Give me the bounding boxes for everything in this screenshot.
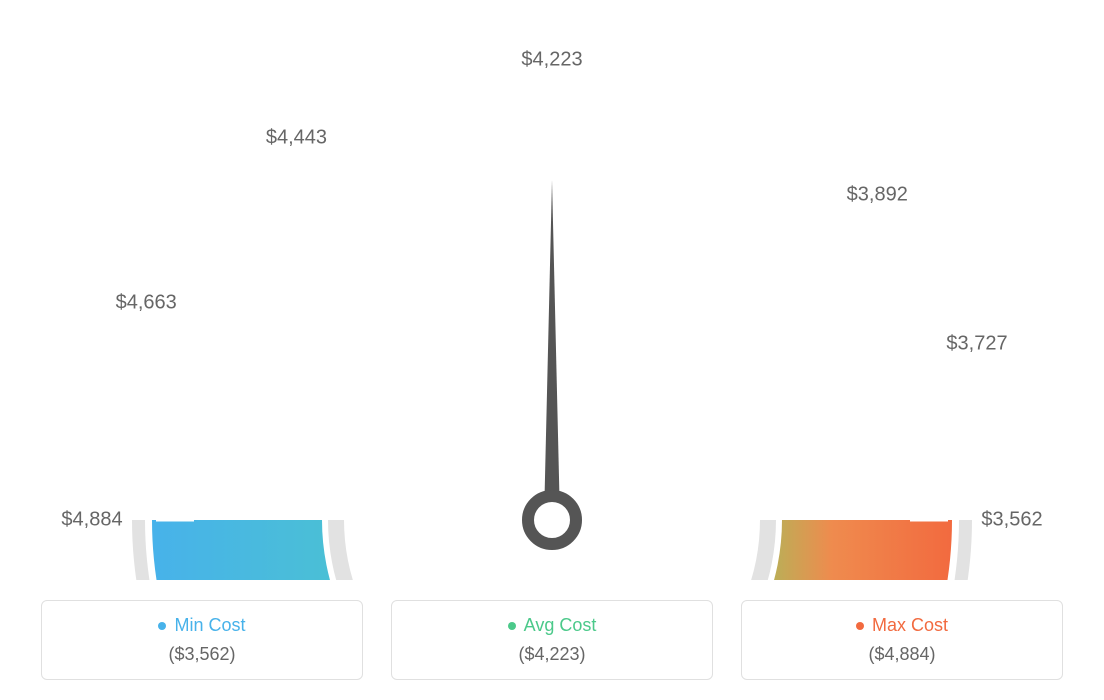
gauge-tick-minor	[238, 279, 255, 292]
gauge-tick-minor	[400, 154, 408, 174]
gauge-tick-minor	[739, 177, 750, 196]
gauge-tick-label: $3,727	[946, 332, 1007, 355]
gauge-needle-hub	[528, 496, 576, 544]
legend-card-max: Max Cost ($4,884)	[741, 600, 1063, 680]
legend-card-avg: Avg Cost ($4,223)	[391, 600, 713, 680]
gauge-tick-minor	[923, 468, 945, 471]
gauge-tick-minor	[161, 456, 183, 460]
legend-title-min-text: Min Cost	[174, 615, 245, 635]
legend-title-avg: Avg Cost	[392, 615, 712, 636]
gauge-tick-minor	[913, 418, 934, 424]
legend-value-max: ($4,884)	[742, 644, 1062, 665]
gauge-needle	[544, 180, 560, 520]
legend-dot-max	[856, 622, 864, 630]
gauge-tick-label: $4,884	[61, 509, 122, 532]
legend-dot-min	[158, 622, 166, 630]
gauge-tick-minor	[649, 137, 655, 158]
gauge-tick-minor	[849, 279, 866, 292]
gauge-tick-minor	[281, 231, 296, 247]
legend-value-avg: ($4,223)	[392, 644, 712, 665]
gauge-tick-label: $3,562	[981, 509, 1042, 532]
legend-title-max: Max Cost	[742, 615, 1062, 636]
gauge-tick-label: $4,223	[521, 49, 582, 72]
legend-card-min: Min Cost ($3,562)	[41, 600, 363, 680]
gauge-tick-label: $4,443	[266, 126, 327, 149]
legend-row: Min Cost ($3,562) Avg Cost ($4,223) Max …	[22, 600, 1082, 680]
gauge-tick-major	[203, 333, 237, 351]
gauge-tick-minor	[876, 322, 895, 333]
gauge-tick-label: $3,892	[847, 183, 908, 206]
legend-title-max-text: Max Cost	[872, 615, 948, 635]
gauge-svg	[22, 20, 1082, 580]
gauge-tick-label: $4,663	[116, 292, 177, 315]
gauge-tick-minor	[177, 393, 198, 400]
legend-title-avg-text: Avg Cost	[524, 615, 597, 635]
gauge-tick-major	[805, 240, 832, 267]
gauge-tick-minor	[475, 132, 479, 154]
gauge-tick-major	[883, 368, 918, 383]
legend-value-min: ($3,562)	[42, 644, 362, 665]
legend-title-min: Min Cost	[42, 615, 362, 636]
legend-dot-avg	[508, 622, 516, 630]
gauge-tick-major	[332, 191, 353, 223]
cost-gauge: $3,562 $3,727 $3,892 $4,223 $4,443 $4,663 $4,8…	[22, 20, 1082, 580]
